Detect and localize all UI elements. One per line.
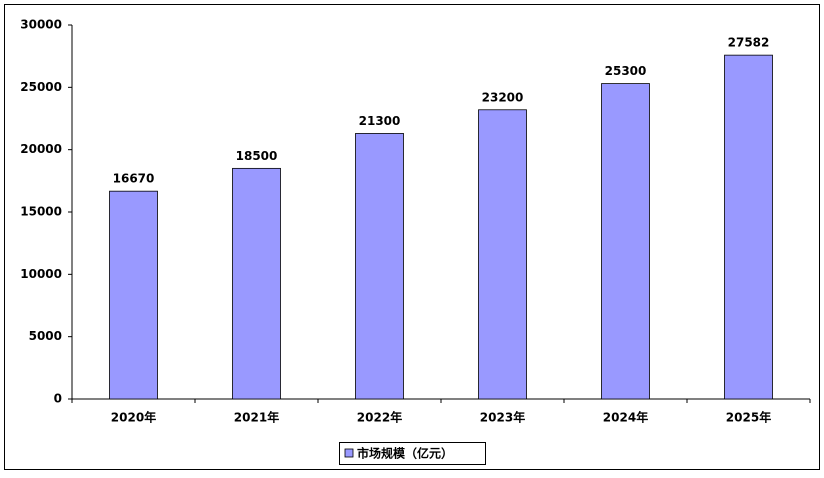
legend-box bbox=[339, 442, 486, 465]
data-label: 21300 bbox=[359, 114, 401, 128]
bar bbox=[355, 133, 404, 400]
bar bbox=[724, 54, 773, 400]
y-tick-label: 25000 bbox=[20, 80, 62, 94]
x-tick-label: 2024年 bbox=[603, 410, 648, 425]
bar bbox=[232, 167, 281, 400]
bar bbox=[478, 109, 527, 400]
x-tick-label: 2021年 bbox=[234, 410, 279, 425]
y-tick-label: 5000 bbox=[29, 329, 62, 343]
y-tick-label: 15000 bbox=[20, 205, 62, 219]
data-label: 18500 bbox=[236, 149, 278, 163]
y-tick-label: 0 bbox=[54, 392, 62, 406]
data-label: 25300 bbox=[605, 64, 647, 78]
bar bbox=[109, 190, 158, 400]
x-tick-label: 2023年 bbox=[480, 410, 525, 425]
legend-swatch bbox=[344, 448, 354, 458]
x-tick-label: 2025年 bbox=[726, 410, 771, 425]
x-tick-label: 2020年 bbox=[111, 410, 156, 425]
data-label: 16670 bbox=[113, 172, 155, 186]
data-label: 27582 bbox=[728, 36, 770, 50]
data-label: 23200 bbox=[482, 90, 524, 104]
legend-label: 市场规模（亿元） bbox=[357, 446, 453, 461]
x-tick-label: 2022年 bbox=[357, 410, 402, 425]
bar bbox=[601, 83, 650, 400]
y-tick-label: 10000 bbox=[20, 267, 62, 281]
y-tick-label: 20000 bbox=[20, 142, 62, 156]
y-tick-label: 30000 bbox=[20, 18, 62, 32]
